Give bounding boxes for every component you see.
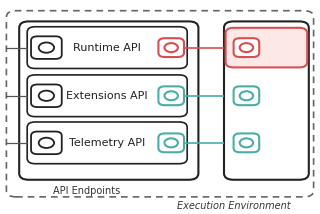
- FancyBboxPatch shape: [234, 86, 259, 105]
- Circle shape: [240, 91, 253, 100]
- FancyBboxPatch shape: [27, 27, 187, 68]
- FancyBboxPatch shape: [158, 134, 184, 152]
- Text: API Endpoints: API Endpoints: [53, 186, 120, 196]
- Circle shape: [39, 138, 54, 148]
- Text: Runtime API: Runtime API: [73, 43, 141, 53]
- Circle shape: [39, 91, 54, 101]
- Circle shape: [164, 91, 178, 100]
- FancyBboxPatch shape: [27, 75, 187, 117]
- FancyBboxPatch shape: [224, 21, 309, 180]
- Circle shape: [39, 42, 54, 53]
- Text: Extensions API: Extensions API: [66, 91, 148, 101]
- Text: Telemetry API: Telemetry API: [69, 138, 145, 148]
- FancyBboxPatch shape: [31, 36, 62, 59]
- FancyBboxPatch shape: [6, 11, 314, 197]
- Text: Execution Environment: Execution Environment: [177, 201, 291, 211]
- FancyBboxPatch shape: [31, 85, 62, 107]
- Circle shape: [164, 43, 178, 52]
- FancyBboxPatch shape: [31, 132, 62, 154]
- Circle shape: [240, 43, 253, 52]
- Circle shape: [240, 138, 253, 147]
- FancyBboxPatch shape: [27, 122, 187, 164]
- FancyBboxPatch shape: [19, 21, 198, 180]
- Circle shape: [164, 138, 178, 147]
- FancyBboxPatch shape: [234, 134, 259, 152]
- FancyBboxPatch shape: [226, 28, 307, 67]
- FancyBboxPatch shape: [234, 38, 259, 57]
- FancyBboxPatch shape: [158, 38, 184, 57]
- FancyBboxPatch shape: [158, 86, 184, 105]
